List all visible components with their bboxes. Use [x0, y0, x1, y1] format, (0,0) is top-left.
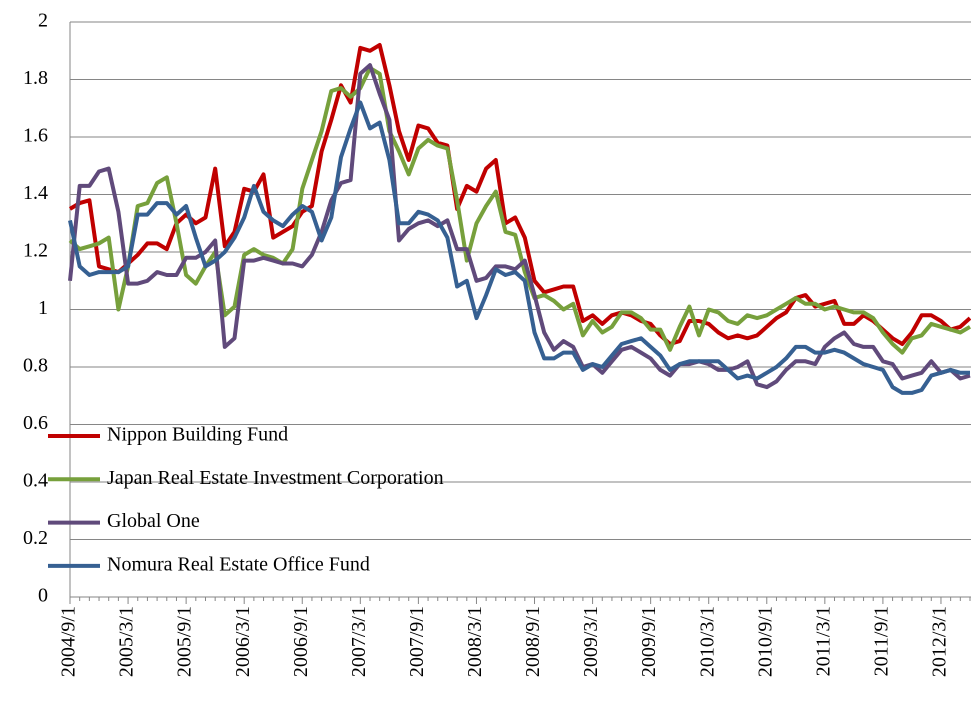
x-tick-label: 2005/9/1 — [174, 606, 196, 677]
x-tick-label: 2006/9/1 — [290, 606, 312, 677]
legend-label: Nomura Real Estate Office Fund — [107, 553, 370, 575]
x-tick-label: 2007/3/1 — [348, 606, 370, 677]
x-tick-label: 2011/3/1 — [812, 606, 834, 676]
y-tick-label: 1.6 — [23, 125, 48, 147]
x-tick-label: 2006/3/1 — [232, 606, 254, 677]
x-tick-label: 2010/3/1 — [696, 606, 718, 677]
y-tick-label: 1.4 — [23, 182, 48, 204]
y-tick-label: 1.8 — [23, 67, 48, 89]
x-tick-label: 2011/9/1 — [870, 606, 892, 676]
x-tick-label: 2008/9/1 — [522, 606, 544, 677]
x-tick-label: 2009/9/1 — [638, 606, 660, 677]
y-tick-label: 0 — [38, 585, 48, 607]
y-tick-label: 0.8 — [23, 355, 48, 377]
legend-label: Japan Real Estate Investment Corporation — [107, 467, 444, 489]
x-tick-label: 2012/3/1 — [929, 606, 951, 677]
legend-label: Nippon Building Fund — [107, 424, 288, 446]
legend-label: Global One — [107, 510, 200, 532]
y-tick-label: 0.4 — [23, 470, 48, 492]
y-tick-label: 1 — [38, 297, 48, 319]
x-tick-label: 2005/3/1 — [116, 606, 138, 677]
y-tick-label: 1.2 — [23, 240, 48, 262]
y-tick-label: 2 — [38, 10, 48, 32]
y-tick-label: 0.6 — [23, 412, 48, 434]
series-line — [68, 63, 971, 390]
y-tick-label: 0.2 — [23, 527, 48, 549]
x-tick-label: 2010/9/1 — [754, 606, 776, 677]
x-tick-label: 2007/9/1 — [406, 606, 428, 677]
x-tick-label: 2009/3/1 — [580, 606, 602, 677]
series-line — [68, 100, 970, 395]
x-tick-label: 2004/9/1 — [58, 606, 80, 677]
x-tick-label: 2008/3/1 — [464, 606, 486, 677]
